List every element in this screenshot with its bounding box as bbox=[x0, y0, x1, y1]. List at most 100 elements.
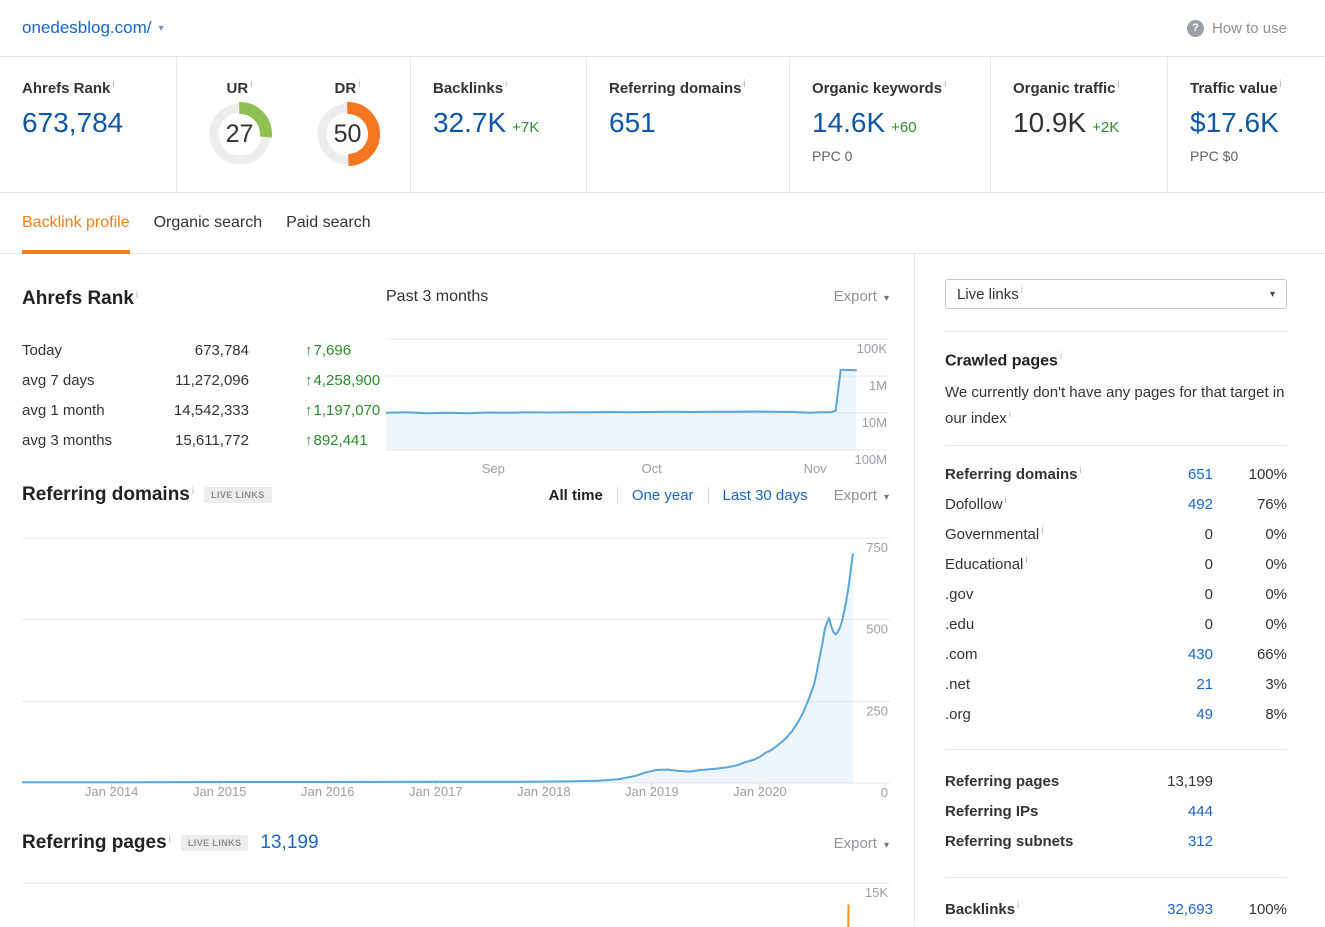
info-icon[interactable]: i bbox=[192, 486, 194, 497]
svg-text:1M: 1M bbox=[869, 378, 887, 393]
referring-pages-count[interactable]: 13,199 bbox=[260, 832, 318, 853]
target-domain-selector[interactable]: onedesblog.com/ ▾ bbox=[22, 18, 164, 38]
tab-backlink-profile[interactable]: Backlink profile bbox=[22, 193, 130, 254]
svg-text:Jan 2015: Jan 2015 bbox=[193, 784, 247, 799]
dr-value: 50 bbox=[316, 102, 380, 166]
info-icon[interactable]: i bbox=[1017, 900, 1019, 911]
up-arrow-icon: ↑ bbox=[305, 402, 313, 419]
info-icon[interactable]: i bbox=[169, 834, 171, 845]
info-icon[interactable]: i bbox=[250, 79, 252, 90]
stats-sidebar: Live linksi ▾ Crawled pagesi We currentl… bbox=[915, 254, 1325, 926]
svg-text:Sep: Sep bbox=[482, 461, 505, 476]
tab-paid-search[interactable]: Paid search bbox=[286, 193, 371, 254]
svg-text:Jan 2019: Jan 2019 bbox=[625, 784, 679, 799]
metric-traffic-value: Traffic valuei $17.6K PPC $0 bbox=[1167, 57, 1325, 192]
divider bbox=[945, 445, 1287, 446]
svg-text:Jan 2020: Jan 2020 bbox=[733, 784, 787, 799]
table-row: avg 7 days 11,272,096 ↑4,258,900 bbox=[22, 365, 386, 395]
links-filter-select[interactable]: Live linksi ▾ bbox=[945, 279, 1287, 309]
metric-label: Traffic value bbox=[1190, 80, 1278, 97]
range-all-time[interactable]: All time bbox=[549, 487, 603, 504]
referring-domains-section: Referring domainsi LIVE LINKS All time On… bbox=[22, 484, 889, 802]
table-row: Today 673,784 ↑7,696 bbox=[22, 335, 386, 365]
live-links-badge: LIVE LINKS bbox=[204, 487, 272, 503]
metric-ref-domains: Referring domainsi 651 bbox=[586, 57, 789, 192]
up-arrow-icon: ↑ bbox=[305, 372, 313, 389]
table-row: Governmentali 0 0% bbox=[945, 519, 1287, 549]
links-filter-value: Live links bbox=[957, 286, 1019, 303]
referring-domains-heading: Referring domains bbox=[22, 484, 190, 505]
info-icon[interactable]: i bbox=[358, 79, 360, 90]
metric-value: 32.7K bbox=[433, 107, 506, 138]
divider bbox=[945, 749, 1287, 750]
table-row: .org 49 8% bbox=[945, 699, 1287, 729]
info-icon[interactable]: i bbox=[112, 79, 114, 90]
referring-domains-stats: Referring domainsi 651 100% Dofollowi 49… bbox=[945, 459, 1287, 729]
referring-pages-stats: Referring pages 13,199 Referring IPs 444… bbox=[945, 766, 1287, 856]
metric-backlinks: Backlinksi 32.7K+7K bbox=[410, 57, 586, 192]
chevron-down-icon: ▾ bbox=[1270, 289, 1275, 300]
info-icon[interactable]: i bbox=[1280, 79, 1282, 90]
svg-text:Jan 2016: Jan 2016 bbox=[301, 784, 355, 799]
topbar: onedesblog.com/ ▾ ? How to use bbox=[0, 0, 1325, 57]
range-last-30-days[interactable]: Last 30 days bbox=[723, 487, 808, 504]
metric-label: Organic traffic bbox=[1013, 80, 1116, 97]
svg-text:Jan 2018: Jan 2018 bbox=[517, 784, 571, 799]
metric-value: 14.6K bbox=[812, 107, 885, 138]
metrics-row: Ahrefs Ranki 673,784 URi 27 DRi bbox=[0, 57, 1325, 193]
info-icon[interactable]: i bbox=[1041, 525, 1043, 536]
table-row: avg 3 months 15,611,772 ↑892,441 bbox=[22, 425, 386, 455]
metric-label: Ahrefs Rank bbox=[22, 80, 110, 97]
export-button[interactable]: Export▾ bbox=[834, 487, 889, 504]
up-arrow-icon: ↑ bbox=[305, 342, 313, 359]
info-icon[interactable]: i bbox=[1080, 465, 1082, 476]
metric-organic-keywords: Organic keywordsi 14.6K+60 PPC 0 bbox=[789, 57, 990, 192]
info-icon[interactable]: i bbox=[744, 79, 746, 90]
metric-value: 673,784 bbox=[22, 107, 166, 139]
referring-domains-chart[interactable]: 7505002500Jan 2014Jan 2015Jan 2016Jan 20… bbox=[22, 530, 890, 802]
table-row: .net 21 3% bbox=[945, 669, 1287, 699]
info-icon[interactable]: i bbox=[944, 79, 946, 90]
divider bbox=[708, 487, 709, 504]
table-row: .edu 0 0% bbox=[945, 609, 1287, 639]
ppc-traffic-value: PPC $0 bbox=[1190, 148, 1315, 164]
chevron-down-icon: ▾ bbox=[884, 293, 889, 304]
metric-ur-dr: URi 27 DRi 50 bbox=[176, 57, 410, 192]
table-row: Referring subnets 312 bbox=[945, 826, 1287, 856]
how-to-use-button[interactable]: ? How to use bbox=[1187, 20, 1287, 37]
help-icon: ? bbox=[1187, 20, 1204, 37]
ppc-keywords: PPC 0 bbox=[812, 148, 980, 164]
info-icon[interactable]: i bbox=[1025, 555, 1027, 566]
divider bbox=[945, 877, 1287, 878]
range-one-year[interactable]: One year bbox=[632, 487, 694, 504]
svg-text:0: 0 bbox=[881, 785, 888, 800]
crawled-pages-heading: Crawled pages bbox=[945, 352, 1058, 369]
backlinks-total-row: Backlinksi 32,693 100% bbox=[945, 894, 1287, 924]
export-button[interactable]: Export▾ bbox=[834, 835, 889, 852]
info-icon[interactable]: i bbox=[1005, 495, 1007, 506]
info-icon[interactable]: i bbox=[1060, 351, 1062, 362]
info-icon[interactable]: i bbox=[1118, 79, 1120, 90]
svg-text:750: 750 bbox=[866, 540, 888, 555]
info-icon[interactable]: i bbox=[1009, 409, 1011, 420]
divider bbox=[617, 487, 618, 504]
export-button[interactable]: Export▾ bbox=[834, 288, 889, 305]
ahrefs-rank-chart[interactable]: 100K1M10M100MSepOctNov bbox=[386, 331, 889, 479]
crawled-pages-message: We currently don't have any pages for th… bbox=[945, 384, 1284, 427]
chevron-down-icon: ▾ bbox=[884, 840, 889, 851]
metric-value: 10.9K bbox=[1013, 107, 1086, 138]
svg-text:Nov: Nov bbox=[804, 461, 828, 476]
info-icon[interactable]: i bbox=[505, 79, 507, 90]
ur-gauge: URi 27 bbox=[201, 79, 279, 192]
table-row: Referring IPs 444 bbox=[945, 796, 1287, 826]
referring-pages-chart[interactable]: 15K bbox=[22, 868, 890, 927]
main-panel: Ahrefs Ranki Today 673,784 ↑7,696 avg 7 … bbox=[0, 254, 915, 926]
metric-organic-traffic: Organic traffici 10.9K+2K bbox=[990, 57, 1167, 192]
ahrefs-site-explorer-page: onedesblog.com/ ▾ ? How to use Ahrefs Ra… bbox=[0, 0, 1325, 927]
svg-text:250: 250 bbox=[866, 703, 888, 718]
svg-text:10M: 10M bbox=[862, 415, 887, 430]
info-icon[interactable]: i bbox=[136, 290, 138, 301]
ahrefs-rank-section: Ahrefs Ranki Today 673,784 ↑7,696 avg 7 … bbox=[22, 288, 889, 479]
metric-ahrefs-rank: Ahrefs Ranki 673,784 bbox=[0, 57, 176, 192]
tab-organic-search[interactable]: Organic search bbox=[154, 193, 263, 254]
